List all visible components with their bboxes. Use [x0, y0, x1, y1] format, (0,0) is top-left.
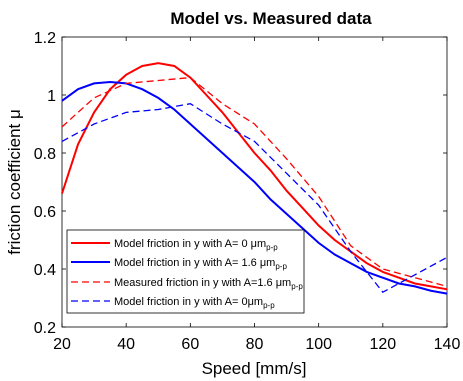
- y-axis-label: friction coefficient μ: [5, 109, 24, 255]
- legend-label-main: Model friction in y with A= 0μm: [114, 296, 263, 308]
- legend: Model friction in y with A= 0 μmp-p Mode…: [66, 229, 305, 314]
- legend-label-sub: p-p: [291, 282, 303, 291]
- x-tick-label: 120: [369, 336, 396, 353]
- series-line-3: [61, 103, 448, 294]
- legend-label: Model friction in y with A= 0 μmp-p: [114, 238, 278, 252]
- x-tick-label: 100: [305, 336, 332, 353]
- legend-label-sub: p-p: [266, 243, 278, 252]
- legend-label: Measured friction in y with A=1.6 μmp-p: [114, 277, 303, 291]
- legend-label-main: Model friction in y with A= 0 μm: [114, 238, 266, 250]
- x-tick-label: 20: [53, 336, 71, 353]
- legend-label-sub: p-p: [275, 262, 287, 271]
- y-tick-label: 0.2: [34, 320, 56, 337]
- x-tick-label: 80: [246, 336, 264, 353]
- x-tick-label: 40: [117, 336, 135, 353]
- y-tick-label: 1: [47, 88, 56, 105]
- tick-layer: 20 40 60 80 100 120 140 0.2 0.4 0.6 0.8 1 1.2: [34, 30, 461, 353]
- x-tick-label: 140: [434, 336, 461, 353]
- chart-title: Model vs. Measured data: [170, 9, 372, 28]
- y-tick-label: 0.4: [34, 262, 56, 279]
- x-axis-label: Speed [mm/s]: [202, 359, 307, 378]
- legend-label-main: Model friction in y with A= 1.6 μm: [114, 257, 275, 269]
- series-line-0: [61, 62, 448, 291]
- series-layer: [61, 62, 448, 295]
- legend-label: Model friction in y with A= 0μmp-p: [114, 296, 275, 310]
- y-tick-label: 0.6: [34, 204, 56, 221]
- legend-label-sub: p-p: [263, 301, 275, 310]
- legend-label: Model friction in y with A= 1.6 μmp-p: [114, 257, 287, 271]
- legend-label-main: Measured friction in y with A=1.6 μm: [114, 277, 291, 289]
- y-tick-label: 0.8: [34, 146, 56, 163]
- series-line-2: [61, 76, 448, 288]
- y-tick-label: 1.2: [34, 30, 56, 47]
- x-tick-label: 60: [181, 336, 199, 353]
